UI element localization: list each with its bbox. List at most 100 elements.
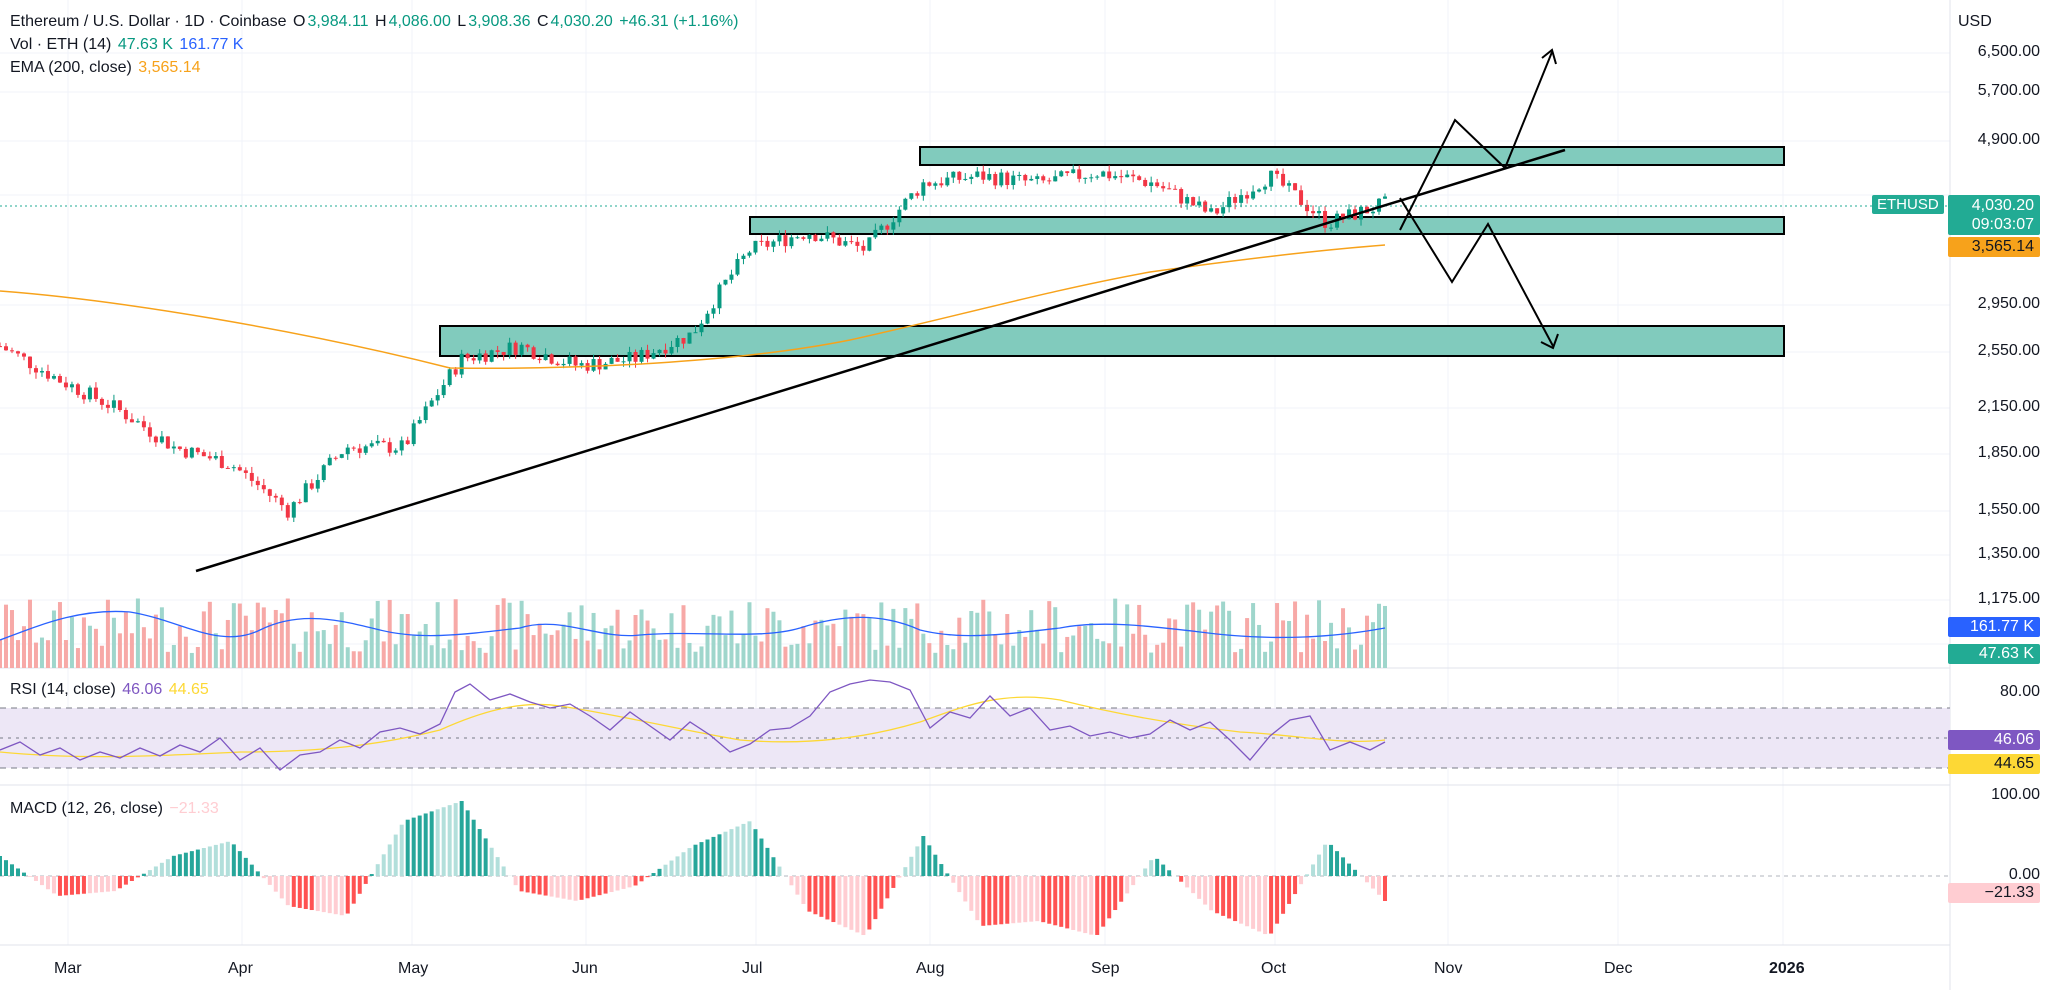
macd-bar	[1329, 844, 1334, 876]
candles	[0, 164, 1387, 522]
macd-bar	[585, 876, 590, 899]
macd-bar	[1191, 876, 1196, 894]
macd-bar	[633, 876, 638, 886]
candle-body	[813, 234, 818, 242]
macd-bar	[1005, 876, 1010, 924]
macd-bar	[309, 876, 314, 911]
candle-body	[273, 495, 278, 498]
volume-bar	[1029, 610, 1034, 668]
time-label: May	[398, 960, 429, 977]
ema-legend[interactable]: EMA (200, close) 3,565.14	[10, 57, 203, 79]
volume-bar	[1347, 627, 1352, 668]
candle-body	[1215, 208, 1220, 214]
volume-legend[interactable]: Vol · ETH (14) 47.63 K 161.77 K	[10, 34, 245, 56]
volume-bar	[813, 620, 818, 668]
volume-bar	[945, 644, 950, 668]
volume-bar	[1341, 608, 1346, 668]
rsi-legend[interactable]: RSI (14, close) 46.06 44.65	[10, 679, 211, 701]
candle-body	[411, 423, 416, 445]
volume-bar	[399, 614, 404, 668]
volume-bar	[1329, 622, 1334, 668]
macd-bar	[525, 876, 530, 893]
volume-bar	[1323, 641, 1328, 668]
projection-up-path[interactable]	[1399, 51, 1553, 231]
candle-body	[699, 323, 704, 333]
volume-bar	[1017, 629, 1022, 668]
macd-bar	[711, 836, 716, 876]
candle-body	[393, 450, 398, 453]
macd-bar	[591, 876, 596, 897]
volume-bar	[513, 649, 518, 668]
macd-bar	[885, 876, 890, 899]
support-zone[interactable]	[439, 325, 1785, 357]
candle-body	[687, 332, 692, 344]
candle-body	[549, 354, 554, 364]
time-label: 2026	[1769, 960, 1805, 977]
volume-bar	[495, 604, 500, 668]
volume-bar	[651, 628, 656, 668]
time-label: Dec	[1604, 960, 1633, 977]
candle-body	[9, 350, 14, 352]
price-badge: 4,030.20 09:03:07	[1948, 195, 2040, 235]
volume-bar	[549, 634, 554, 668]
price-tick: 1,175.00	[1977, 590, 2040, 607]
candle-body	[183, 448, 188, 458]
volume-bar	[165, 651, 170, 668]
candle-body	[531, 347, 536, 359]
candle-body	[621, 361, 626, 363]
candle-body	[741, 255, 746, 260]
volume-bar	[279, 613, 284, 668]
candle-body	[1287, 183, 1292, 186]
volume-bar	[369, 618, 374, 668]
volume-bar	[441, 648, 446, 668]
macd-legend[interactable]: MACD (12, 26, close) −21.33	[10, 798, 221, 820]
currency-label[interactable]: USD	[1958, 13, 1992, 30]
volume-bar	[957, 617, 962, 668]
volume-bar	[351, 651, 356, 668]
candle-body	[351, 447, 356, 449]
macd-bar	[357, 876, 362, 894]
macd-bar	[1125, 876, 1130, 894]
macd-bar	[549, 876, 554, 897]
middle-zone[interactable]	[749, 216, 1785, 235]
candle-body	[117, 400, 122, 411]
candle-body	[285, 505, 290, 518]
macd-bar	[273, 876, 278, 892]
macd-bar	[339, 876, 344, 916]
candle-body	[945, 177, 950, 186]
macd-bar	[87, 876, 92, 894]
volume-bar	[603, 628, 608, 668]
candle-body	[951, 171, 956, 178]
candle-body	[957, 171, 962, 180]
volume-bar	[609, 625, 614, 668]
macd-bar	[945, 873, 950, 876]
candle-body	[207, 456, 212, 459]
volume-bar	[555, 630, 560, 668]
macd-bar	[855, 876, 860, 933]
volume-bar	[1359, 644, 1364, 668]
trendline[interactable]	[195, 148, 1566, 573]
volume-bar	[1263, 651, 1268, 668]
volume-bar	[1095, 638, 1100, 668]
candle-body	[189, 447, 194, 458]
macd-bar	[669, 860, 674, 876]
price-tick: 6,500.00	[1977, 43, 2040, 60]
candle-body	[597, 359, 602, 370]
macd-bar	[903, 867, 908, 876]
price-tick: 4,900.00	[1977, 131, 2040, 148]
candle-body	[291, 502, 296, 518]
macd-bar	[81, 876, 86, 894]
macd-axis-zero: 0.00	[2008, 866, 2040, 883]
candle-body	[87, 387, 92, 400]
symbol-legend[interactable]: Ethereum / U.S. Dollar · 1D · Coinbase O…	[10, 11, 740, 33]
volume-bar	[51, 610, 56, 668]
macd-bar	[1053, 876, 1058, 926]
candle-body	[237, 467, 242, 471]
projection-down-path[interactable]	[1399, 197, 1554, 347]
volume-bar	[135, 598, 140, 668]
macd-bar	[51, 876, 56, 894]
candle-body	[321, 465, 326, 480]
volume-bar	[345, 647, 350, 668]
resistance-zone[interactable]	[919, 146, 1785, 166]
